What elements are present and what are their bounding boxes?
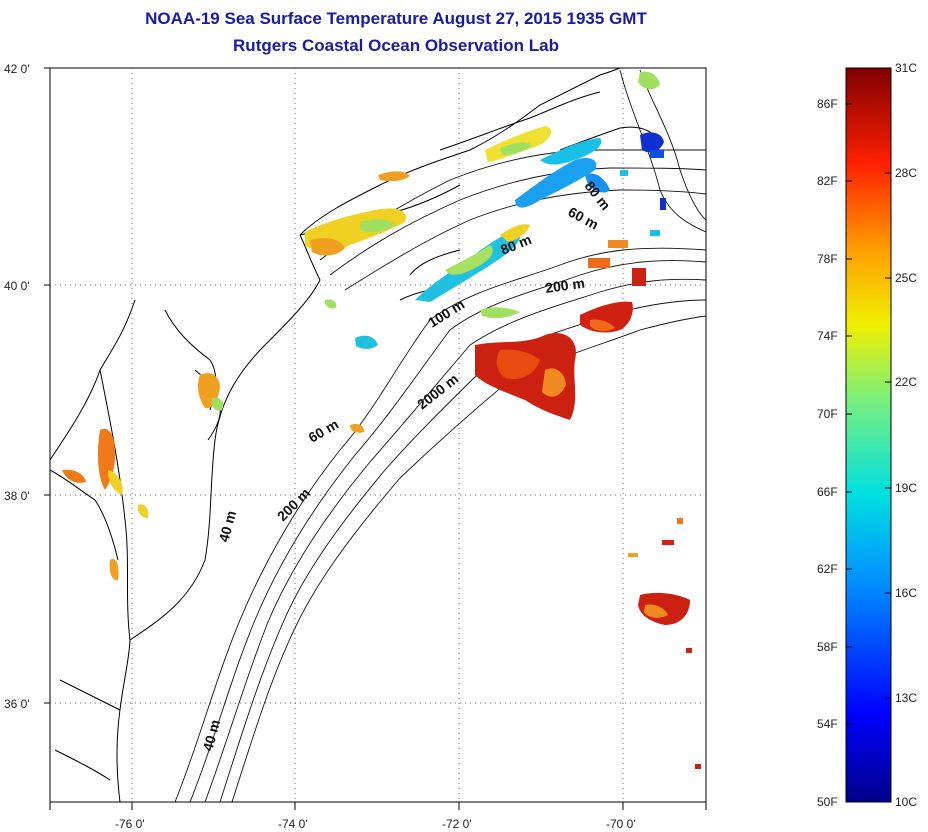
map-subtitle: Rutgers Coastal Ocean Observation Lab — [233, 36, 559, 55]
colorbar-c-25: 25C — [895, 271, 917, 285]
lon-label-70: -70 0' — [606, 817, 636, 831]
colorbar-c-13: 13C — [895, 691, 917, 705]
map-frame — [49, 67, 707, 803]
lat-label-38: 38 0' — [4, 489, 30, 503]
isobath-label-40m-south: 40 m — [199, 718, 223, 753]
lat-label-42: 42 0' — [4, 62, 30, 76]
lon-label-76: -76 0' — [115, 817, 145, 831]
lat-label-40: 40 0' — [4, 279, 30, 293]
colorbar-gradient — [845, 67, 892, 803]
colorbar-f-62: 62F — [817, 562, 838, 576]
colorbar-c-19: 19C — [895, 481, 917, 495]
colorbar: 86F 82F 78F 74F 70F 66F 62F 58F 54F 50F … — [817, 61, 917, 809]
colorbar-f-82: 82F — [817, 174, 838, 188]
sst-data — [62, 71, 701, 769]
colorbar-f-74: 74F — [817, 329, 838, 343]
colorbar-f-78: 78F — [817, 252, 838, 266]
colorbar-c-22: 22C — [895, 375, 917, 389]
colorbar-f-58: 58F — [817, 640, 838, 654]
colorbar-f-54: 54F — [817, 717, 838, 731]
colorbar-c-16: 16C — [895, 586, 917, 600]
colorbar-c-10: 10C — [895, 795, 917, 809]
colorbar-f-50: 50F — [817, 795, 838, 809]
lat-label-36: 36 0' — [4, 697, 30, 711]
lon-label-72: -72 0' — [442, 817, 472, 831]
colorbar-c-31: 31C — [895, 61, 917, 75]
colorbar-f-86: 86F — [817, 97, 838, 111]
colorbar-c-28: 28C — [895, 166, 917, 180]
isobath-label-40m-mid: 40 m — [215, 509, 239, 544]
isobath-lines — [174, 69, 707, 803]
sst-cold-patch — [640, 132, 664, 153]
axis-ticks — [44, 67, 707, 810]
map-title: NOAA-19 Sea Surface Temperature August 2… — [145, 9, 647, 28]
isobath-label-200m-north: 200 m — [544, 275, 586, 296]
colorbar-f-70: 70F — [817, 407, 838, 421]
colorbar-f-66: 66F — [817, 485, 838, 499]
lon-label-74: -74 0' — [278, 817, 308, 831]
